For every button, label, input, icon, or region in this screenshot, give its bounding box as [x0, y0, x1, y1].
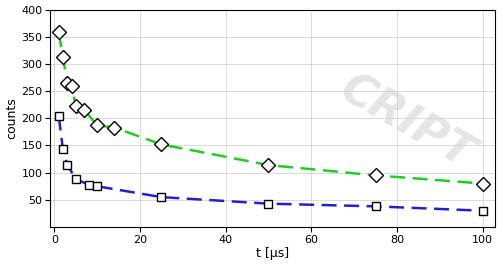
Text: CRIPT: CRIPT: [332, 67, 480, 178]
Y-axis label: counts: counts: [6, 97, 19, 139]
X-axis label: t [μs]: t [μs]: [256, 247, 290, 260]
